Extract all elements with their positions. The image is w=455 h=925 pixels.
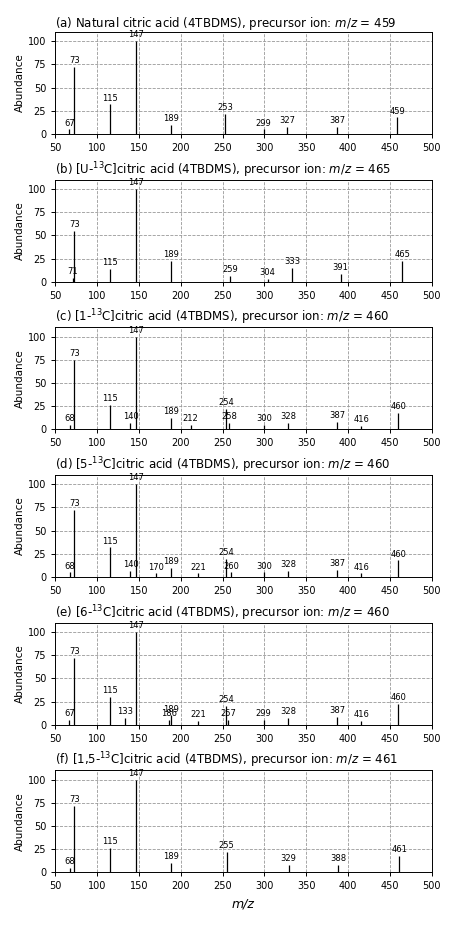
Text: 189: 189	[163, 114, 179, 123]
Text: 387: 387	[329, 116, 344, 125]
Text: 416: 416	[353, 562, 369, 572]
Text: 147: 147	[128, 769, 144, 778]
Text: 388: 388	[329, 854, 345, 863]
Text: 255: 255	[218, 841, 234, 850]
Text: 391: 391	[332, 264, 348, 273]
Text: 328: 328	[279, 560, 295, 569]
Text: 258: 258	[221, 412, 237, 421]
Text: 115: 115	[101, 258, 117, 267]
Y-axis label: Abundance: Abundance	[15, 497, 25, 555]
Text: 459: 459	[389, 106, 404, 116]
Y-axis label: Abundance: Abundance	[15, 54, 25, 113]
Text: 329: 329	[280, 854, 296, 863]
Text: 212: 212	[182, 413, 198, 423]
Text: 115: 115	[101, 837, 117, 846]
Text: 416: 416	[353, 414, 369, 424]
Text: (a) Natural citric acid (4TBDMS), precursor ion: $m/z$ = 459: (a) Natural citric acid (4TBDMS), precur…	[55, 15, 396, 32]
Y-axis label: Abundance: Abundance	[15, 349, 25, 408]
Text: 133: 133	[116, 708, 132, 716]
Text: 461: 461	[390, 845, 406, 854]
Text: (d) [5-$^{13}$C]citric acid (4TBDMS), precursor ion: $m/z$ = 460: (d) [5-$^{13}$C]citric acid (4TBDMS), pr…	[55, 455, 389, 475]
Text: 254: 254	[217, 696, 233, 704]
Text: 387: 387	[329, 707, 344, 715]
Text: 147: 147	[128, 621, 144, 630]
Text: 300: 300	[256, 413, 272, 423]
Text: 253: 253	[217, 103, 233, 112]
Text: 260: 260	[222, 561, 238, 571]
Text: 189: 189	[163, 407, 179, 416]
Text: 73: 73	[69, 349, 80, 358]
Text: 170: 170	[147, 562, 163, 572]
Text: 189: 189	[163, 705, 179, 713]
Text: 115: 115	[101, 93, 117, 103]
Text: 259: 259	[222, 265, 238, 275]
Text: 304: 304	[259, 268, 275, 278]
Text: 73: 73	[69, 56, 80, 66]
Text: 73: 73	[69, 220, 80, 228]
Text: 68: 68	[65, 561, 76, 571]
Text: 147: 147	[128, 31, 144, 40]
Text: 327: 327	[278, 116, 294, 125]
Text: 221: 221	[190, 710, 206, 719]
Text: 460: 460	[389, 549, 405, 559]
Text: 68: 68	[65, 413, 76, 423]
Text: 328: 328	[279, 412, 295, 421]
Text: 299: 299	[255, 709, 271, 718]
Text: 460: 460	[389, 694, 405, 702]
Text: (e) [6-$^{13}$C]citric acid (4TBDMS), precursor ion: $m/z$ = 460: (e) [6-$^{13}$C]citric acid (4TBDMS), pr…	[55, 603, 389, 623]
Text: 140: 140	[122, 412, 138, 421]
Text: 460: 460	[389, 401, 405, 411]
Text: 221: 221	[190, 562, 206, 572]
Text: 189: 189	[163, 557, 179, 566]
Text: 147: 147	[128, 179, 144, 187]
Y-axis label: Abundance: Abundance	[15, 202, 25, 260]
Text: 254: 254	[217, 398, 233, 407]
Text: (c) [1-$^{13}$C]citric acid (4TBDMS), precursor ion: $m/z$ = 460: (c) [1-$^{13}$C]citric acid (4TBDMS), pr…	[55, 308, 389, 327]
Text: 73: 73	[69, 795, 80, 804]
Text: 115: 115	[101, 394, 117, 403]
Text: 186: 186	[161, 709, 177, 718]
Text: 328: 328	[279, 708, 295, 716]
X-axis label: m/z: m/z	[232, 897, 254, 910]
Text: (b) [U-$^{13}$C]citric acid (4TBDMS), precursor ion: $m/z$ = 465: (b) [U-$^{13}$C]citric acid (4TBDMS), pr…	[55, 160, 390, 179]
Text: 115: 115	[101, 536, 117, 546]
Text: 67: 67	[64, 118, 75, 128]
Text: 189: 189	[163, 852, 179, 861]
Text: 387: 387	[329, 411, 344, 420]
Text: (f) [1,5-$^{13}$C]citric acid (4TBDMS), precursor ion: $m/z$ = 461: (f) [1,5-$^{13}$C]citric acid (4TBDMS), …	[55, 751, 397, 771]
Text: 147: 147	[128, 326, 144, 335]
Text: 140: 140	[122, 560, 138, 569]
Y-axis label: Abundance: Abundance	[15, 645, 25, 703]
Text: 67: 67	[64, 709, 75, 718]
Text: 147: 147	[128, 474, 144, 483]
Text: 68: 68	[65, 857, 76, 866]
Text: 115: 115	[101, 686, 117, 695]
Text: 387: 387	[329, 559, 344, 568]
Y-axis label: Abundance: Abundance	[15, 792, 25, 851]
Text: 189: 189	[163, 251, 179, 260]
Text: 416: 416	[353, 710, 369, 719]
Text: 71: 71	[67, 267, 78, 277]
Text: 300: 300	[256, 561, 272, 571]
Text: 299: 299	[255, 118, 271, 128]
Text: 73: 73	[69, 500, 80, 509]
Text: 465: 465	[394, 251, 410, 260]
Text: 254: 254	[217, 548, 233, 557]
Text: 257: 257	[220, 709, 236, 718]
Text: 333: 333	[283, 257, 299, 266]
Text: 73: 73	[69, 648, 80, 656]
